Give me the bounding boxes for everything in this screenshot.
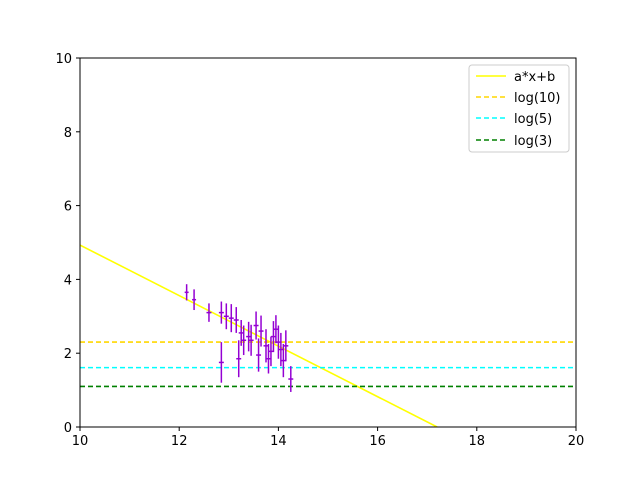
data-point	[283, 330, 289, 362]
data-point	[233, 307, 239, 333]
data-point	[223, 303, 229, 330]
data-point	[280, 343, 286, 378]
data-point	[248, 324, 254, 356]
x-tick-label: 10	[72, 434, 89, 449]
x-tick-label: 18	[469, 434, 486, 449]
x-tick-label: 20	[568, 434, 585, 449]
plot-content	[80, 244, 576, 427]
y-tick-label: 10	[55, 52, 72, 67]
data-point	[258, 315, 264, 347]
plot-area	[80, 244, 576, 427]
data-point	[268, 336, 274, 367]
data-point	[263, 329, 269, 363]
data-point	[253, 311, 259, 340]
data-point	[273, 315, 279, 344]
x-tick-label: 16	[369, 434, 386, 449]
data-point	[241, 325, 247, 356]
axes-frame	[79, 57, 577, 428]
legend-label-log3: log(3)	[514, 134, 552, 149]
y-tick-label: 6	[64, 200, 72, 215]
data-point	[192, 289, 197, 311]
fit-line	[80, 244, 438, 427]
legend: a*x+b log(10) log(5) log(3)	[468, 64, 570, 153]
data-point	[288, 366, 294, 392]
data-point	[218, 301, 224, 324]
legend-label-log10: log(10)	[514, 91, 561, 106]
y-tick-label: 0	[64, 421, 72, 436]
data-point	[236, 340, 242, 378]
y-tick-label: 8	[64, 126, 72, 141]
y-tick-label: 4	[64, 273, 72, 288]
y-tick-label: 2	[64, 347, 72, 362]
data-point	[266, 343, 271, 374]
legend-box	[468, 64, 570, 153]
legend-label-fit: a*x+b	[514, 70, 555, 85]
data-point	[238, 319, 244, 346]
legend-label-log5: log(5)	[514, 112, 552, 127]
data-point	[206, 303, 212, 322]
data-point	[275, 325, 281, 359]
data-point	[228, 304, 234, 333]
data-point	[270, 321, 276, 353]
data-point	[246, 321, 252, 352]
data-point	[218, 342, 224, 383]
x-tick-label: 14	[270, 434, 287, 449]
axis-ticks: 10 12 14 16 18 20 0 2 4 6 8 10	[55, 52, 584, 449]
data-point	[184, 284, 189, 301]
x-tick-label: 12	[171, 434, 188, 449]
data-point	[256, 338, 262, 372]
